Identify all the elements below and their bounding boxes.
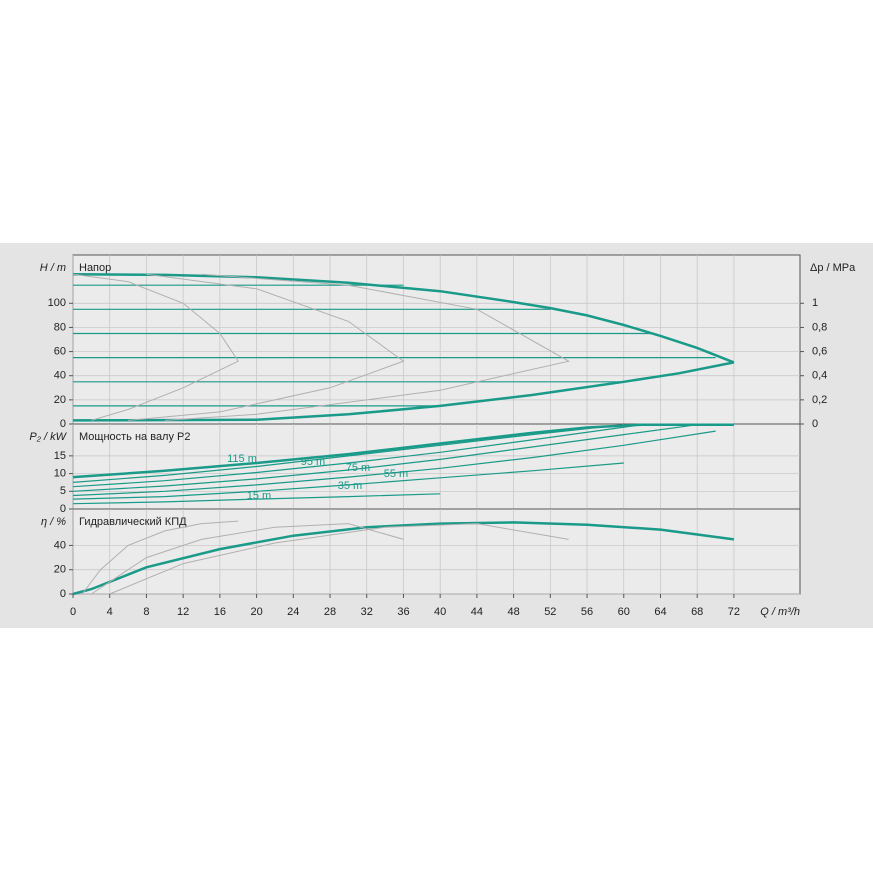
- x-tick-label: 12: [177, 606, 189, 618]
- panel-title: Мощность на валу P2: [79, 431, 191, 443]
- y-tick-label: 40: [54, 539, 66, 551]
- x-tick-label: 40: [434, 606, 446, 618]
- y2-tick-label: 0,4: [812, 370, 827, 382]
- x-tick-label: 48: [507, 606, 519, 618]
- y-axis-label: H / m: [40, 262, 66, 274]
- panel-title: Напор: [79, 262, 111, 274]
- curve-label: 15 m: [247, 490, 271, 502]
- curve: [72, 361, 735, 422]
- y2-tick-label: 0,6: [812, 345, 827, 357]
- x-tick-label: 32: [361, 606, 373, 618]
- curve: [81, 520, 239, 595]
- x-tick-label: 16: [214, 606, 226, 618]
- x-tick-label: 24: [287, 606, 299, 618]
- y-tick-label: 5: [60, 485, 66, 497]
- y-tick-label: 15: [54, 450, 66, 462]
- y-tick-label: 40: [54, 370, 66, 382]
- curve-label: 55 m: [384, 468, 408, 480]
- y-tick-label: 0: [60, 588, 66, 600]
- x-tick-label: 68: [691, 606, 703, 618]
- curve: [72, 424, 643, 488]
- y-tick-label: 60: [54, 345, 66, 357]
- curve-label: 75 m: [346, 462, 370, 474]
- x-tick-label: 52: [544, 606, 556, 618]
- curve: [164, 273, 571, 421]
- curve: [72, 424, 624, 483]
- curve-label: 35 m: [338, 480, 362, 492]
- curve: [91, 523, 404, 595]
- y-axis-label: P₂ / kW: [29, 431, 67, 443]
- y-tick-label: 100: [48, 297, 66, 309]
- x-tick-label: 72: [728, 606, 740, 618]
- y2-tick-label: 0: [812, 418, 818, 430]
- curve: [72, 521, 735, 596]
- curve: [72, 273, 239, 421]
- x-tick-label: 56: [581, 606, 593, 618]
- y2-tick-label: 0,8: [812, 321, 827, 333]
- x-tick-label: 44: [471, 606, 483, 618]
- curve-label: 95 m: [301, 456, 325, 468]
- y-tick-label: 20: [54, 394, 66, 406]
- curve: [72, 423, 734, 479]
- curve-label: 115 m: [227, 453, 257, 465]
- y-axis-label: η / %: [41, 516, 66, 528]
- x-tick-label: 60: [618, 606, 630, 618]
- y2-tick-label: 0,2: [812, 394, 827, 406]
- curve: [72, 462, 624, 500]
- curve: [109, 523, 569, 595]
- curve: [128, 273, 405, 421]
- y-tick-label: 10: [54, 467, 66, 479]
- y-tick-label: 0: [60, 503, 66, 515]
- curve: [72, 430, 716, 497]
- y-tick-label: 20: [54, 564, 66, 576]
- panel-title: Гидравлический КПД: [79, 516, 187, 528]
- x-tick-label: 0: [70, 606, 76, 618]
- y2-axis-label: Δp / MPa: [810, 262, 856, 274]
- x-tick-label: 36: [397, 606, 409, 618]
- y-tick-label: 80: [54, 321, 66, 333]
- curve: [72, 424, 698, 492]
- x-tick-label: 20: [250, 606, 262, 618]
- y-tick-label: 0: [60, 418, 66, 430]
- x-tick-label: 4: [107, 606, 113, 618]
- x-tick-label: 28: [324, 606, 336, 618]
- x-axis-label: Q / m³/h: [760, 606, 800, 618]
- plot-area: [72, 254, 801, 425]
- curve: [72, 493, 441, 505]
- y2-tick-label: 1: [812, 297, 818, 309]
- x-tick-label: 64: [654, 606, 666, 618]
- x-tick-label: 8: [143, 606, 149, 618]
